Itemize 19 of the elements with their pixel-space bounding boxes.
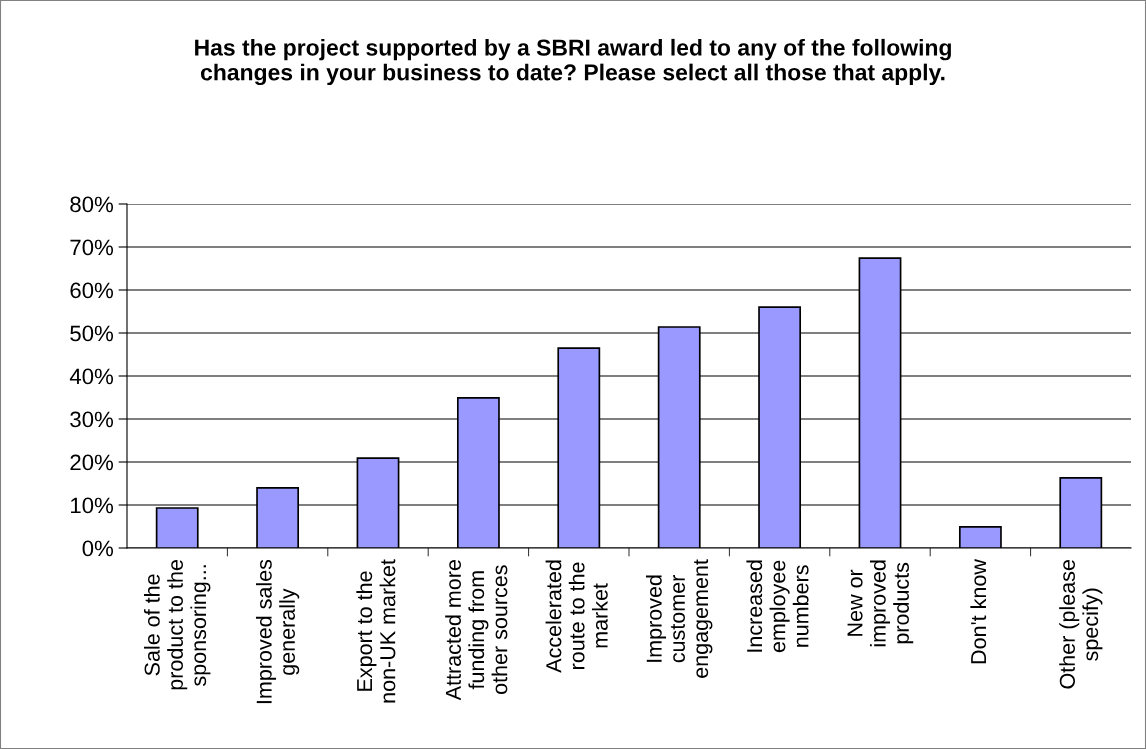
x-tick-label: Improved customer engagement bbox=[645, 559, 713, 678]
x-tick-label: Increased employee numbers bbox=[746, 560, 809, 653]
y-tick-label: 60% bbox=[70, 282, 114, 299]
y-tick-label: 40% bbox=[69, 368, 114, 385]
x-tick-label: Sale of the product to the sponsoring... bbox=[143, 560, 211, 690]
y-tick-label: 50% bbox=[70, 325, 114, 342]
y-tick-label: 10% bbox=[71, 497, 114, 514]
x-tick-label: Attracted more funding from other sources bbox=[445, 560, 508, 701]
y-tick-label: 70% bbox=[70, 239, 114, 256]
x-tick-label: Other (please specify) bbox=[1059, 560, 1103, 689]
x-tick-label: Accelerated route to the market bbox=[545, 560, 608, 673]
y-tick-label: 80% bbox=[70, 196, 114, 213]
x-tick-label: Don't know bbox=[970, 559, 987, 664]
chart-title: Has the project supported by a SBRI award led to any of the following changes in your business to date? Please select all those that apply. bbox=[195, 38, 951, 86]
y-tick-label: 0% bbox=[82, 540, 114, 557]
y-tick-label: 30% bbox=[70, 411, 114, 428]
x-tick-label: Export to the non-UK market bbox=[356, 559, 396, 703]
y-tick-label: 20% bbox=[70, 454, 114, 471]
x-tick-label: Improved sales generally bbox=[255, 559, 300, 704]
